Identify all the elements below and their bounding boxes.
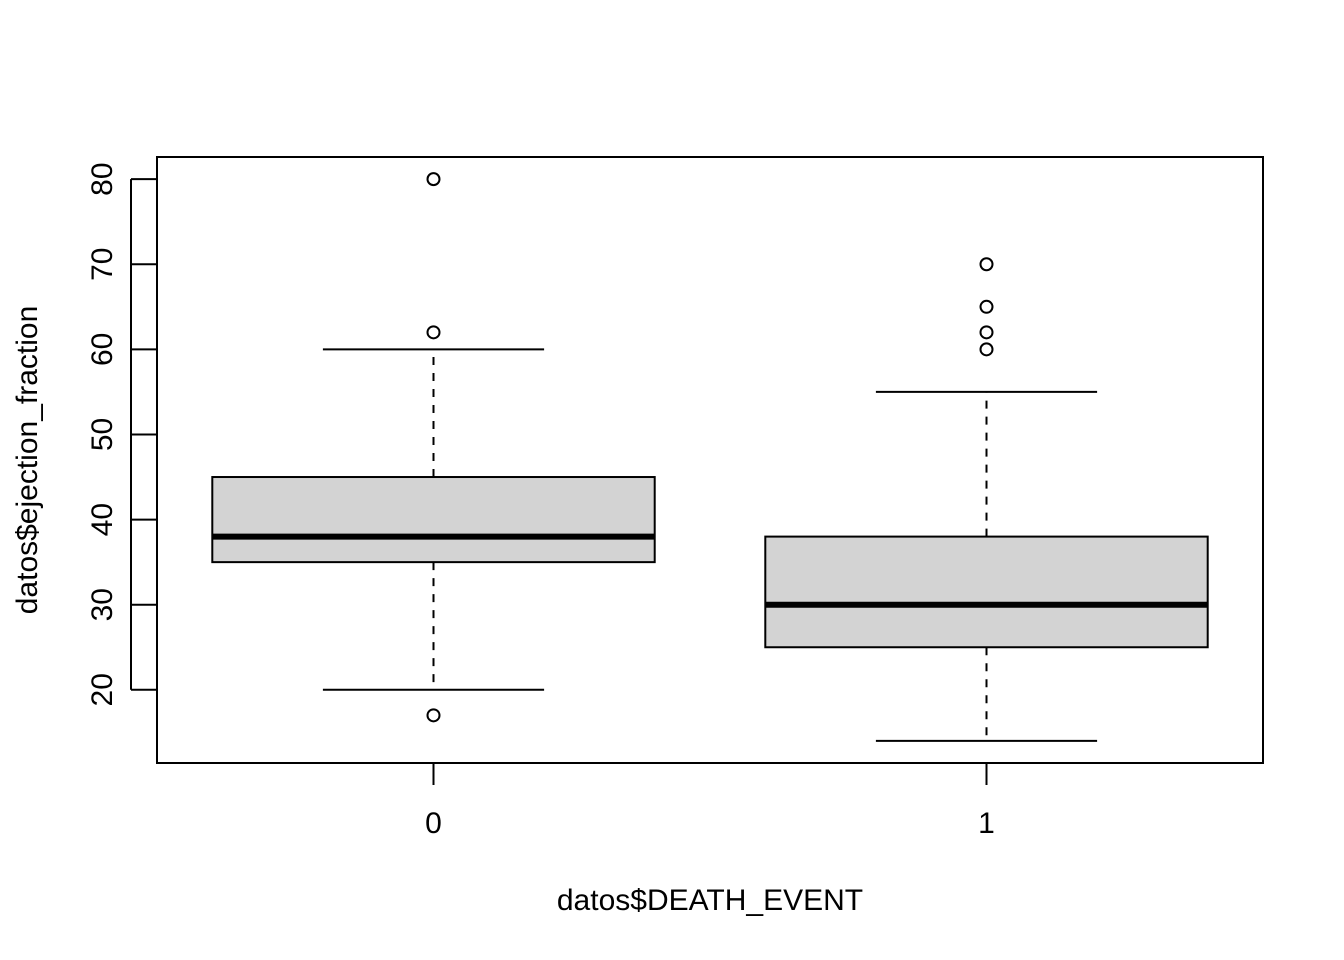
y-tick-label: 70 — [86, 248, 119, 281]
x-axis-label: datos$DEATH_EVENT — [557, 884, 863, 917]
box-group-1 — [764, 257, 1209, 742]
outlier-point — [979, 342, 994, 357]
y-axis: 20 30 40 50 60 70 80 — [86, 162, 157, 706]
box-iqr — [211, 476, 656, 564]
box-group-0 — [211, 172, 656, 723]
outlier-point — [426, 325, 441, 340]
y-tick-label: 40 — [86, 503, 119, 536]
outlier-point — [979, 299, 994, 314]
outlier-point — [426, 708, 441, 723]
y-axis-label: datos$ejection_fraction — [11, 306, 44, 615]
box-iqr — [764, 535, 1209, 649]
y-tick-label: 80 — [86, 162, 119, 195]
plot-marks — [211, 172, 1209, 742]
outlier-point — [426, 172, 441, 187]
x-tick-label: 1 — [978, 807, 995, 840]
x-tick-label: 0 — [425, 807, 442, 840]
y-tick-label: 60 — [86, 333, 119, 366]
outlier-point — [979, 325, 994, 340]
y-tick-label: 20 — [86, 673, 119, 706]
y-tick-label: 50 — [86, 418, 119, 451]
plot-frame — [156, 156, 1264, 764]
outlier-point — [979, 257, 994, 272]
y-tick-label: 30 — [86, 588, 119, 621]
